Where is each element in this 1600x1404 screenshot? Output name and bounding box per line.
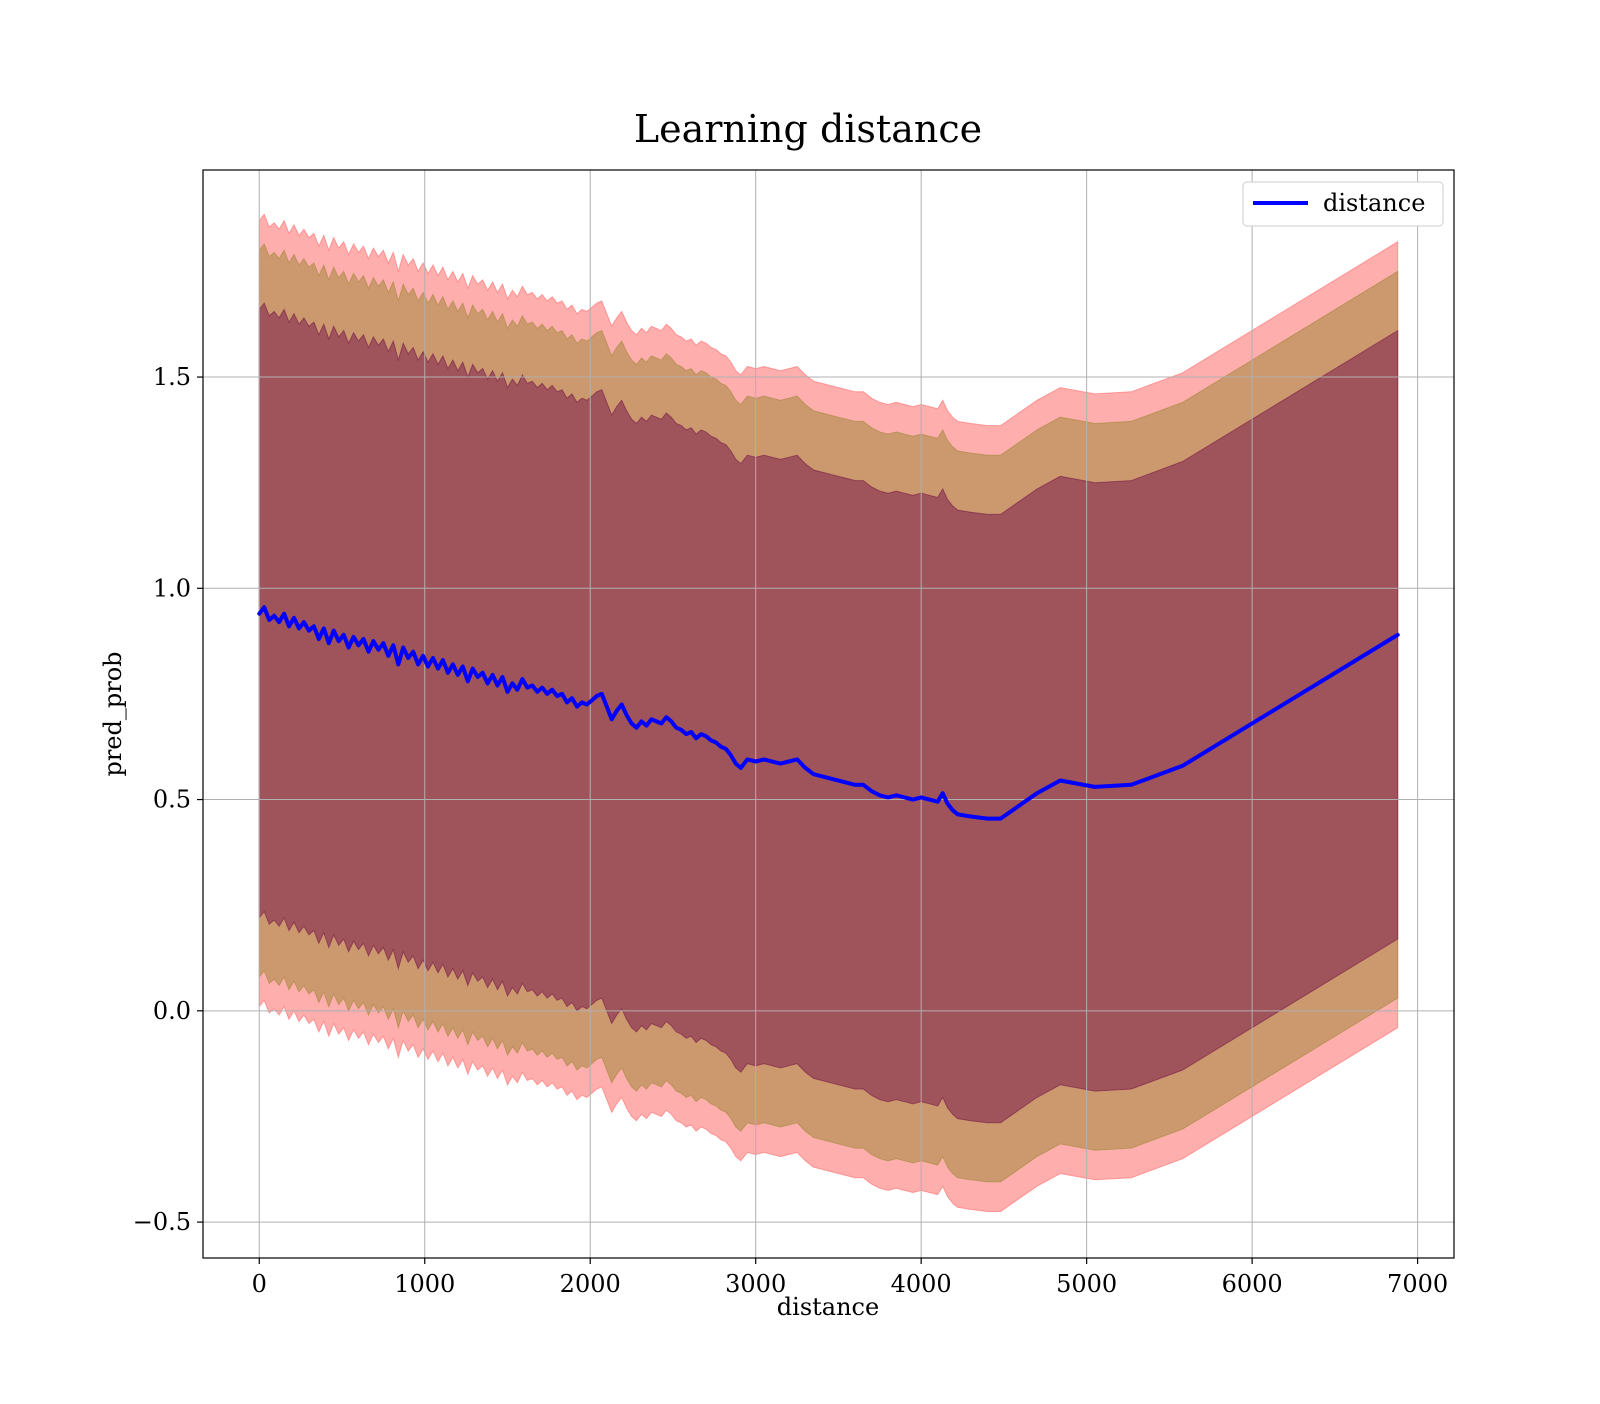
x-tick-label-1: 1000	[394, 1270, 455, 1298]
grid-lines	[203, 170, 1454, 1258]
x-tick-label-2: 2000	[560, 1270, 621, 1298]
confidence-bands	[258, 213, 1399, 1212]
y-axis-ticks: −0.5 0.0 0.5 1.0 1.5	[133, 363, 203, 1236]
legend-box	[1242, 181, 1444, 227]
plot-frame	[202, 169, 1455, 1259]
x-axis-ticks: 0 1000 2000 3000 4000 5000 6000 7000	[252, 1258, 1448, 1298]
y-tick-label-1: 0.0	[153, 997, 191, 1025]
x-tick-label-0: 0	[252, 1270, 267, 1298]
x-tick-label-7: 7000	[1387, 1270, 1448, 1298]
x-tick-label-4: 4000	[891, 1270, 952, 1298]
x-tick-label-5: 5000	[1056, 1270, 1117, 1298]
confidence-band-2	[258, 302, 1399, 1124]
series-line-layer	[257, 605, 1400, 821]
y-tick-label-4: 1.5	[153, 363, 191, 391]
chart-title: Learning distance	[634, 107, 982, 151]
y-tick-label-2: 0.5	[153, 786, 191, 814]
x-tick-label-3: 3000	[725, 1270, 786, 1298]
y-tick-label-0: −0.5	[133, 1208, 191, 1236]
x-axis-label: distance	[777, 1293, 879, 1321]
legend-label: distance	[1323, 189, 1425, 217]
series-line-distance	[257, 605, 1400, 821]
x-tick-label-6: 6000	[1222, 1270, 1283, 1298]
legend: distance	[1242, 181, 1444, 227]
y-tick-label-3: 1.0	[153, 574, 191, 602]
y-axis-label: pred_prob	[99, 651, 127, 776]
